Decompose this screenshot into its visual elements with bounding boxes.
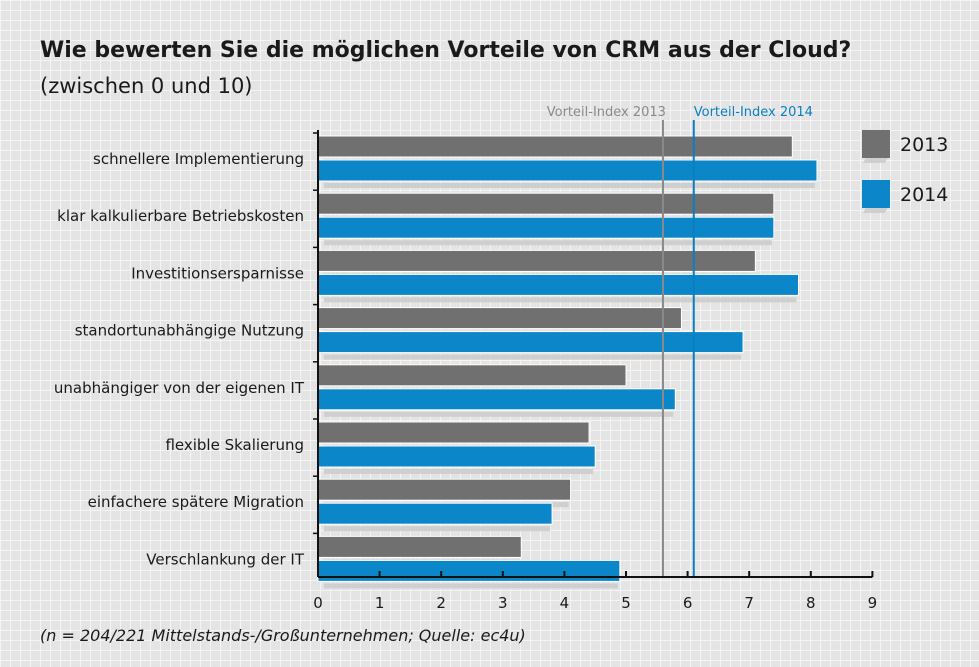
bar-2013 [317, 535, 522, 558]
category-label: flexible Skalierung [165, 436, 304, 454]
legend-label: 2014 [900, 184, 948, 206]
x-tick-label: 2 [436, 594, 446, 612]
bar-shadow [324, 240, 772, 246]
category-label: standortunabhängige Nutzung [75, 322, 304, 340]
source-footnote: (n = 204/221 Mittelstands-/Großunternehm… [40, 626, 526, 645]
bar-2014 [317, 502, 553, 525]
x-tick-label: 6 [683, 594, 693, 612]
category-label: Verschlankung der IT [146, 550, 305, 568]
x-tick-label: 8 [806, 594, 816, 612]
x-tick-label: 4 [560, 594, 570, 612]
bar-2014 [317, 331, 744, 354]
category-label: schnellere Implementierung [93, 150, 304, 168]
bar-shadow [324, 354, 742, 360]
x-tick-label: 7 [744, 594, 754, 612]
x-tick-label: 1 [375, 594, 385, 612]
bar-2013 [317, 135, 793, 158]
bar-2013 [317, 307, 682, 330]
category-label: klar kalkulierbare Betriebskosten [57, 207, 304, 225]
bar-shadow [324, 297, 797, 303]
bar-2013 [317, 364, 627, 387]
category-label: unabhängiger von der eigenen IT [54, 379, 305, 397]
bar-shadow [324, 469, 594, 474]
legend-swatch [862, 130, 890, 158]
bar-shadow [324, 183, 815, 188]
x-tick-label: 5 [621, 594, 631, 612]
chart-title: Wie bewerten Sie die möglichen Vorteile … [40, 38, 852, 63]
bar-2013 [317, 421, 590, 444]
bar-shadow [324, 526, 551, 532]
bar-2014 [317, 159, 818, 182]
x-tick-label: 9 [868, 594, 878, 612]
x-tick-label: 0 [313, 594, 323, 612]
bar-2014 [317, 273, 799, 296]
category-label: Investitionsersparnisse [131, 264, 304, 282]
category-label: einfachere spätere Migration [88, 493, 304, 511]
reference-line-label: Vorteil-Index 2013 [547, 105, 666, 120]
bar-shadow [324, 583, 618, 589]
x-tick-label: 3 [498, 594, 508, 612]
bar-2013 [317, 249, 756, 272]
bar-2014 [317, 445, 596, 468]
bar-2013 [317, 192, 775, 215]
bar-2014 [317, 559, 621, 582]
reference-line-label: Vorteil-Index 2014 [694, 105, 813, 120]
bar-2013 [317, 478, 572, 501]
bar-2014 [317, 216, 775, 239]
chart-subtitle: (zwischen 0 und 10) [40, 74, 253, 98]
legend-swatch [862, 180, 890, 208]
bar-2014 [317, 388, 676, 411]
legend-label: 2013 [900, 134, 948, 156]
bar-shadow [324, 411, 674, 417]
